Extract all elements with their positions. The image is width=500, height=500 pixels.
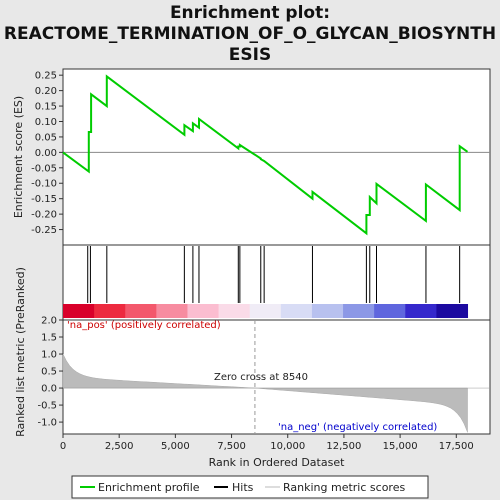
heatmap-segment (436, 304, 469, 318)
heatmap-segment (125, 304, 157, 318)
x-tick-label: 2,500 (105, 441, 134, 452)
rank-y-tick-label: 0.0 (41, 384, 57, 395)
hits-panel (62, 244, 491, 321)
zero-cross-label: Zero cross at 8540 (214, 372, 308, 383)
rank-y-tick-label: -0.5 (37, 401, 57, 412)
heatmap-segment (94, 304, 126, 318)
rank-y-axis-label: Ranked list metric (PreRanked) (14, 267, 27, 437)
heatmap-segment (156, 304, 188, 318)
negative-correlation-label: 'na_neg' (negatively correlated) (278, 422, 437, 433)
x-tick-label: 7,500 (217, 441, 246, 452)
enrichment-profile-line (62, 74, 469, 236)
es-y-tick-label: 0.25 (35, 71, 57, 82)
x-tick-label: 12,500 (326, 441, 361, 452)
es-y-tick-label: -0.15 (31, 194, 57, 205)
rank-y-tick-label: 1.0 (41, 350, 57, 361)
es-y-axis-label: Enrichment score (ES) (12, 96, 25, 218)
chart-title-line-1: Enrichment plot: (169, 3, 331, 23)
legend-hits-label: Hits (232, 481, 254, 494)
x-axis-label: Rank in Ordered Dataset (209, 456, 346, 469)
rank-y-tick-label: 1.5 (41, 333, 57, 344)
heatmap-segment (187, 304, 220, 318)
rank-y-tick-label: 2.0 (41, 316, 57, 327)
heatmap-segment (311, 304, 344, 318)
es-y-tick-label: -0.10 (31, 179, 57, 190)
rank-y-tick-label: 0.5 (41, 367, 57, 378)
es-y-tick-label: -0.05 (31, 163, 57, 174)
x-axis: 0 2,500 5,000 7,500 10,000 12,500 15,000 17,500… (60, 434, 474, 469)
x-tick-label: 15,000 (383, 441, 418, 452)
es-y-tick-label: 0.00 (35, 148, 57, 159)
legend-box (71, 475, 429, 499)
ranking-metric-area (62, 353, 468, 433)
es-y-tick-label: 0.05 (35, 132, 57, 143)
heatmap-segment (374, 304, 406, 318)
x-tick-label: 10,000 (270, 441, 305, 452)
es-y-tick-label: 0.20 (35, 86, 57, 97)
x-tick-label: 5,000 (161, 441, 190, 452)
heatmap-segment (249, 304, 282, 318)
heatmap-segment (63, 304, 95, 318)
es-panel: 0.25 0.20 0.15 0.10 0.05 0.00 -0.05 -0.10 -0.15 -… (12, 68, 491, 246)
positive-correlation-label: 'na_pos' (positively correlated) (67, 320, 221, 331)
heatmap-segment (343, 304, 375, 318)
legend-ranking-label: Ranking metric scores (283, 481, 405, 494)
heatmap-segment (280, 304, 313, 318)
chart-title-line-3: ESIS (228, 45, 272, 65)
chart-title-line-2: REACTOME_TERMINATION_OF_O_GLYCAN_BIOSYNT… (3, 24, 497, 44)
es-y-tick-label: -0.20 (31, 210, 57, 221)
x-tick-label: 17,500 (439, 441, 474, 452)
heatmap-segment (405, 304, 437, 318)
rank-y-tick-label: -1.0 (37, 418, 57, 429)
es-y-tick-label: -0.25 (31, 225, 57, 236)
heatmap-segment (218, 304, 251, 318)
rank-plot-area (62, 319, 491, 435)
x-tick-label: 0 (60, 441, 66, 452)
legend-enrichment-label: Enrichment profile (98, 481, 200, 494)
es-y-tick-label: 0.10 (35, 117, 57, 128)
es-y-tick-label: 0.15 (35, 102, 57, 113)
legend: Enrichment profile Hits Ranking metric sco… (71, 475, 429, 499)
rank-panel: 2.0 1.5 1.0 0.5 0.0 -0.5 -1.0 'na_pos' (positiv… (14, 267, 491, 437)
